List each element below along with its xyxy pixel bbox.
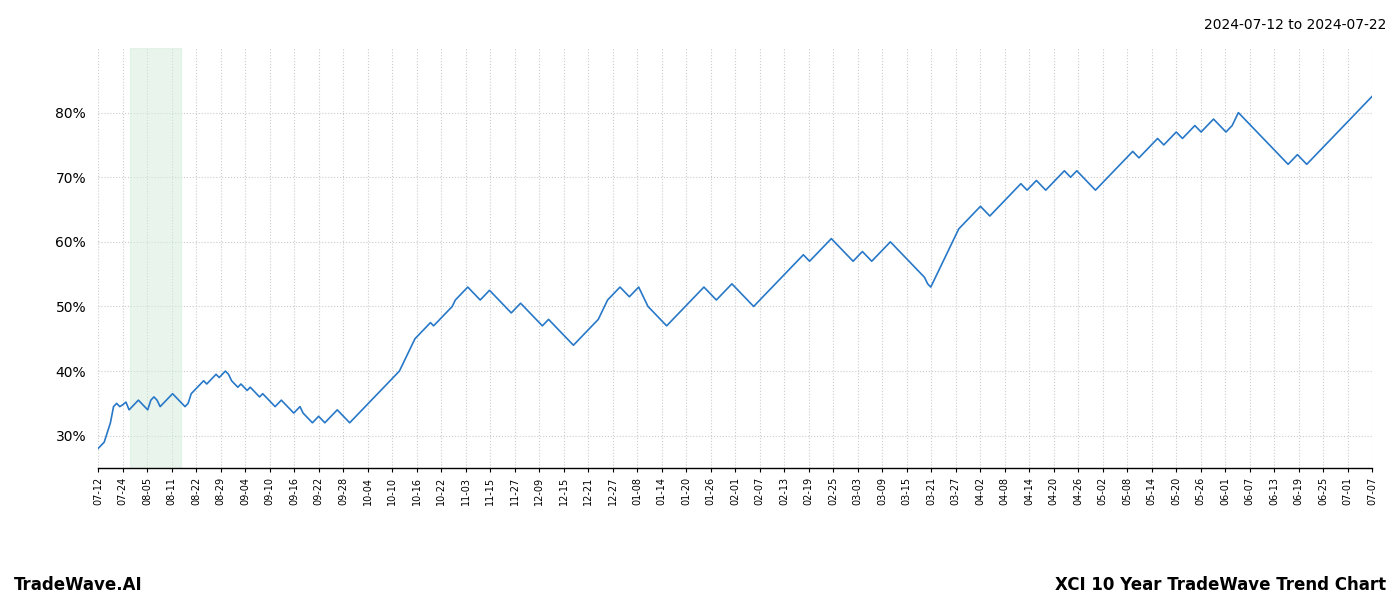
Bar xyxy=(130,48,181,468)
Text: XCI 10 Year TradeWave Trend Chart: XCI 10 Year TradeWave Trend Chart xyxy=(1054,576,1386,594)
Text: 2024-07-12 to 2024-07-22: 2024-07-12 to 2024-07-22 xyxy=(1204,18,1386,32)
Text: TradeWave.AI: TradeWave.AI xyxy=(14,576,143,594)
